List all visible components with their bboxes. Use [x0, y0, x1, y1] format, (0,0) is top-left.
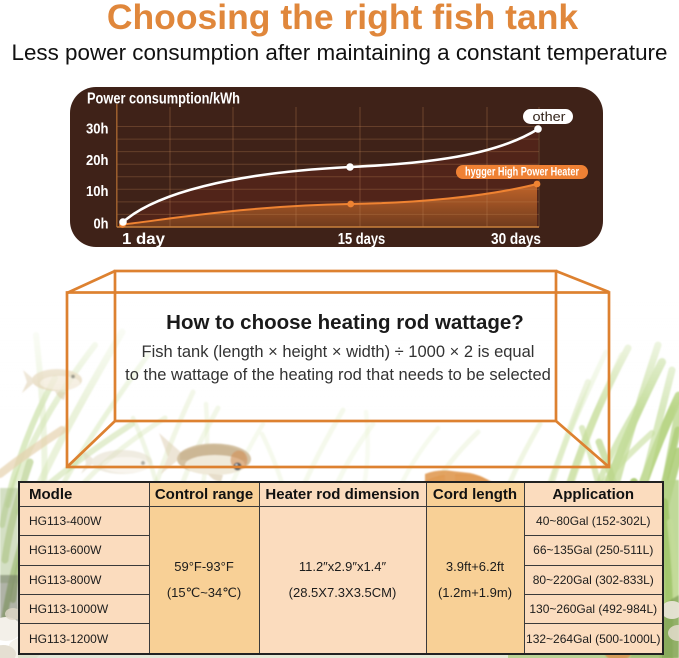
svg-text:10h: 10h [86, 183, 109, 200]
svg-text:30h: 30h [86, 121, 109, 138]
svg-text:30 days: 30 days [491, 231, 541, 247]
svg-text:Power consumption/kWh: Power consumption/kWh [87, 91, 240, 108]
svg-text:hygger High Power Heater: hygger High Power Heater [465, 167, 579, 179]
svg-text:0h: 0h [94, 215, 109, 232]
svg-text:1 day: 1 day [122, 231, 165, 247]
svg-text:other: other [533, 110, 566, 124]
svg-text:20h: 20h [86, 152, 109, 169]
svg-text:15 days: 15 days [338, 231, 386, 247]
